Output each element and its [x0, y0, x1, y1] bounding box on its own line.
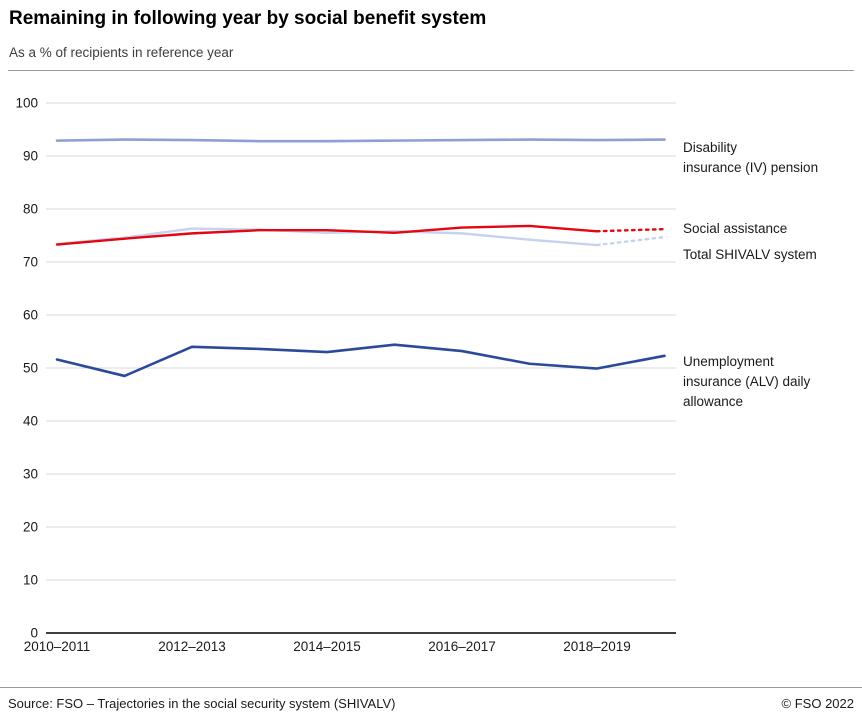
header-divider: [8, 70, 854, 71]
svg-text:20: 20: [23, 520, 38, 535]
svg-text:2014–2015: 2014–2015: [293, 639, 361, 654]
svg-text:2010–2011: 2010–2011: [24, 639, 91, 654]
footer-source: Source: FSO – Trajectories in the social…: [8, 696, 396, 711]
series-label: Total SHIVALV system: [683, 247, 817, 262]
svg-text:0: 0: [30, 626, 38, 641]
series-label: Disability insurance (IV) pension: [683, 140, 819, 175]
footer-copyright: © FSO 2022: [781, 696, 854, 711]
svg-text:2016–2017: 2016–2017: [428, 639, 496, 654]
svg-text:40: 40: [23, 414, 38, 429]
svg-text:10: 10: [23, 573, 38, 588]
svg-text:2012–2013: 2012–2013: [158, 639, 226, 654]
chart-svg: 0 10 20 30 40 50 60 70 80 90 100 2010–2011 2012–2013…: [15, 96, 676, 654]
svg-text:70: 70: [23, 255, 38, 270]
chart-title: Remaining in following year by social be…: [9, 8, 487, 29]
svg-text:90: 90: [23, 149, 38, 164]
svg-text:50: 50: [23, 361, 38, 376]
svg-text:30: 30: [23, 467, 38, 482]
series-label: Unemployment insurance (ALV) daily allowan…: [683, 354, 811, 409]
footer-divider: [0, 687, 862, 688]
chart-subtitle: As a % of recipients in reference year: [9, 45, 234, 60]
series-label: Social assistance: [683, 221, 788, 236]
svg-text:60: 60: [23, 308, 38, 323]
svg-text:2018–2019: 2018–2019: [563, 639, 631, 654]
svg-text:100: 100: [15, 96, 38, 111]
svg-text:80: 80: [23, 202, 38, 217]
